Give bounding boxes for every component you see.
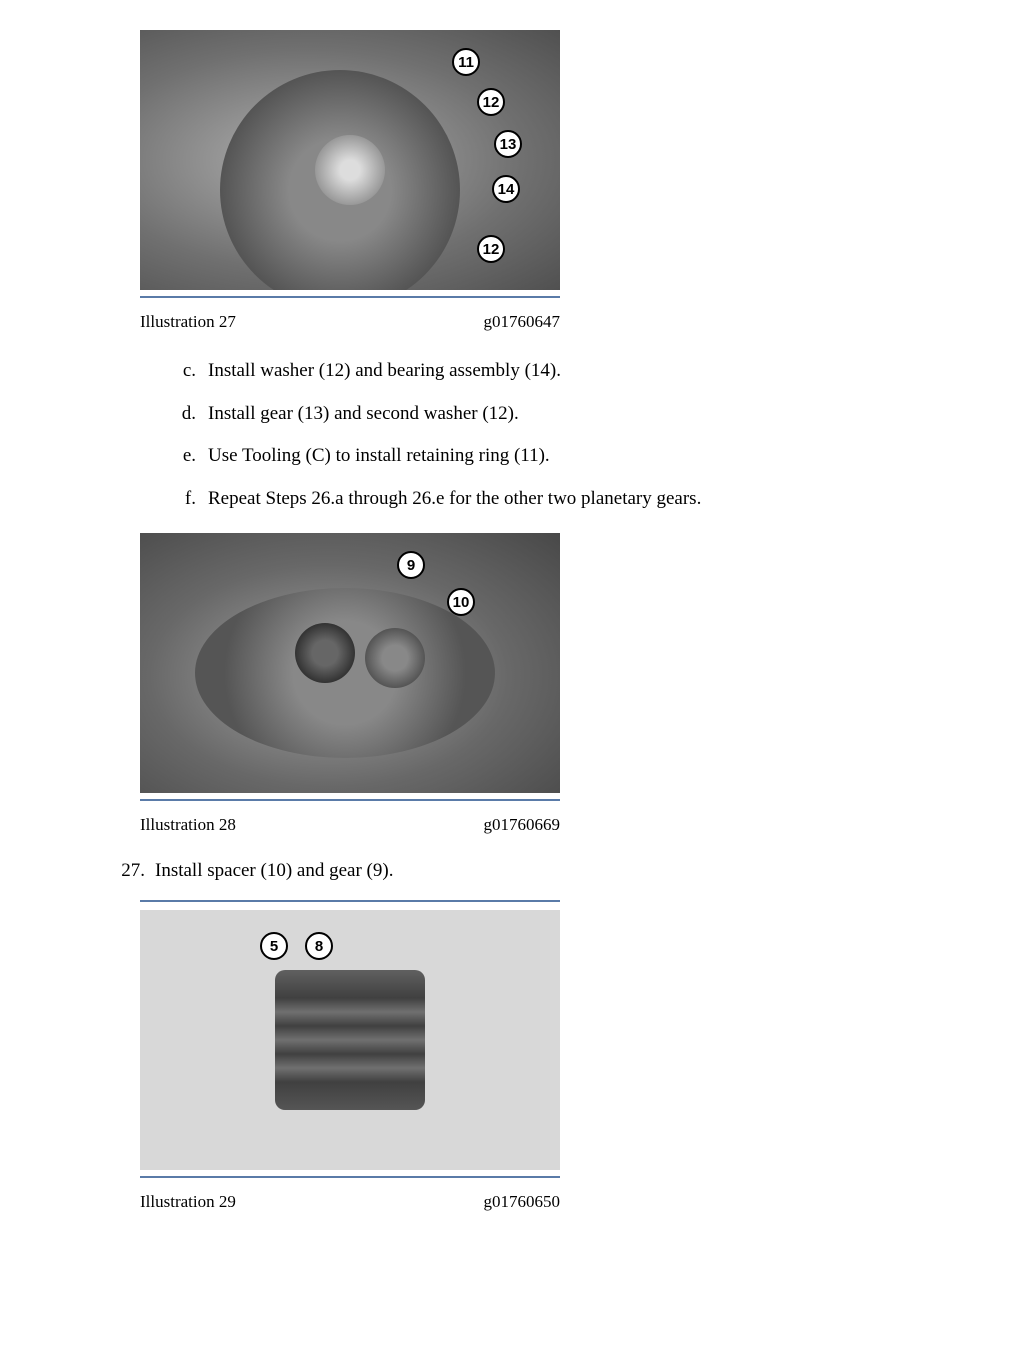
step-text-d: Install gear (13) and second washer (12)… xyxy=(208,400,519,429)
step-text-c: Install washer (12) and bearing assembly… xyxy=(208,357,561,386)
callout-10: 10 xyxy=(447,588,475,616)
callout-12b: 12 xyxy=(477,235,505,263)
step-text-f: Repeat Steps 26.a through 26.e for the o… xyxy=(208,485,701,514)
callout-13: 13 xyxy=(494,130,522,158)
illustration-27-label: Illustration 27 xyxy=(140,312,236,332)
step-e: e. Use Tooling (C) to install retaining … xyxy=(180,442,944,471)
step-letter-c: c. xyxy=(180,357,208,386)
illustration-29-top-rule xyxy=(140,900,560,902)
illustration-28-label: Illustration 28 xyxy=(140,815,236,835)
callout-8: 8 xyxy=(305,932,333,960)
illustration-29-caption: Illustration 29 g01760650 xyxy=(140,1176,560,1212)
callout-9: 9 xyxy=(397,551,425,579)
step-c: c. Install washer (12) and bearing assem… xyxy=(180,357,944,386)
step-d: d. Install gear (13) and second washer (… xyxy=(180,400,944,429)
illustration-29-block: 5 8 Illustration 29 g01760650 xyxy=(140,900,944,1212)
callout-11: 11 xyxy=(452,48,480,76)
step-letter-f: f. xyxy=(180,485,208,514)
step-letter-e: e. xyxy=(180,442,208,471)
step-text-e: Use Tooling (C) to install retaining rin… xyxy=(208,442,550,471)
illustration-27-code: g01760647 xyxy=(484,312,561,332)
illustration-28-block: 9 10 Illustration 28 g01760669 xyxy=(140,533,944,835)
substep-list: c. Install washer (12) and bearing assem… xyxy=(180,357,944,513)
illustration-29-code: g01760650 xyxy=(484,1192,561,1212)
illustration-28-image: 9 10 xyxy=(140,533,560,793)
illustration-27-caption: Illustration 27 g01760647 xyxy=(140,296,560,332)
step-letter-d: d. xyxy=(180,400,208,429)
callout-12a: 12 xyxy=(477,88,505,116)
illustration-29-label: Illustration 29 xyxy=(140,1192,236,1212)
part-cylinder xyxy=(275,970,425,1110)
callout-14: 14 xyxy=(492,175,520,203)
step-27-text: Install spacer (10) and gear (9). xyxy=(155,860,393,882)
callout-5: 5 xyxy=(260,932,288,960)
step-27-number: 27. xyxy=(115,860,155,882)
step-27: 27. Install spacer (10) and gear (9). xyxy=(115,860,944,882)
illustration-29-image: 5 8 xyxy=(140,910,560,1170)
illustration-28-caption: Illustration 28 g01760669 xyxy=(140,799,560,835)
illustration-28-code: g01760669 xyxy=(484,815,561,835)
step-f: f. Repeat Steps 26.a through 26.e for th… xyxy=(180,485,944,514)
illustration-27-image: 11 12 13 14 12 xyxy=(140,30,560,290)
illustration-27-block: 11 12 13 14 12 Illustration 27 g01760647 xyxy=(140,30,944,332)
